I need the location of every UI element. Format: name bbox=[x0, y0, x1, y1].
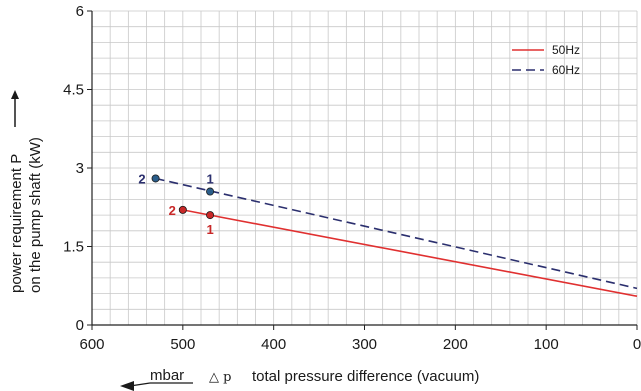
x-tick-label: 300 bbox=[352, 336, 377, 353]
y-tick-label: 0 bbox=[76, 317, 84, 334]
series-layer: 212 1 bbox=[138, 171, 638, 298]
y-tick-label: 6 bbox=[76, 3, 84, 20]
y-axis-arrow-head bbox=[11, 90, 19, 99]
y-tick-label: 4.5 bbox=[63, 82, 84, 99]
series-line-50Hz bbox=[209, 214, 638, 298]
data-point-label: 2 bbox=[169, 203, 176, 218]
x-axis-unit: mbar bbox=[150, 367, 184, 384]
grid bbox=[91, 10, 638, 326]
data-point-label: 1 bbox=[206, 172, 213, 187]
x-axis-arrow-link bbox=[129, 382, 151, 387]
data-point bbox=[206, 187, 215, 196]
legend: 50Hz 60Hz bbox=[512, 43, 580, 77]
data-point-label: 2 bbox=[138, 171, 145, 186]
data-point-label: 1 bbox=[206, 222, 213, 237]
x-axis-label: total pressure difference (vacuum) bbox=[252, 368, 479, 385]
x-tick-label: 400 bbox=[261, 336, 286, 353]
y-axis-label-line2: on the pump shaft (kW) bbox=[27, 137, 44, 293]
axes bbox=[87, 10, 638, 330]
data-point bbox=[206, 211, 215, 220]
y-tick-label: 3 bbox=[76, 160, 84, 177]
y-tick-label: 1.5 bbox=[63, 239, 84, 256]
x-tick-label: 600 bbox=[79, 336, 104, 353]
x-tick-label: 200 bbox=[443, 336, 468, 353]
x-tick-label: 100 bbox=[534, 336, 559, 353]
y-axis-label-line1: power requirement P bbox=[8, 154, 25, 293]
legend-label-50Hz: 50Hz bbox=[552, 43, 580, 57]
tick-labels: 600 500 400 300 200 100 0 0 1.5 3 4.5 6 bbox=[63, 3, 641, 353]
x-tick-label: 0 bbox=[633, 336, 641, 353]
data-point bbox=[178, 205, 187, 214]
x-tick-label: 500 bbox=[170, 336, 195, 353]
series-segment-50Hz bbox=[182, 209, 211, 216]
series-line-60Hz bbox=[155, 177, 638, 290]
x-axis-arrow-head bbox=[120, 381, 134, 391]
x-axis-symbol: △ p bbox=[209, 370, 231, 385]
series-50Hz: 21 bbox=[169, 203, 638, 298]
data-point bbox=[151, 174, 160, 183]
legend-label-60Hz: 60Hz bbox=[552, 63, 580, 77]
